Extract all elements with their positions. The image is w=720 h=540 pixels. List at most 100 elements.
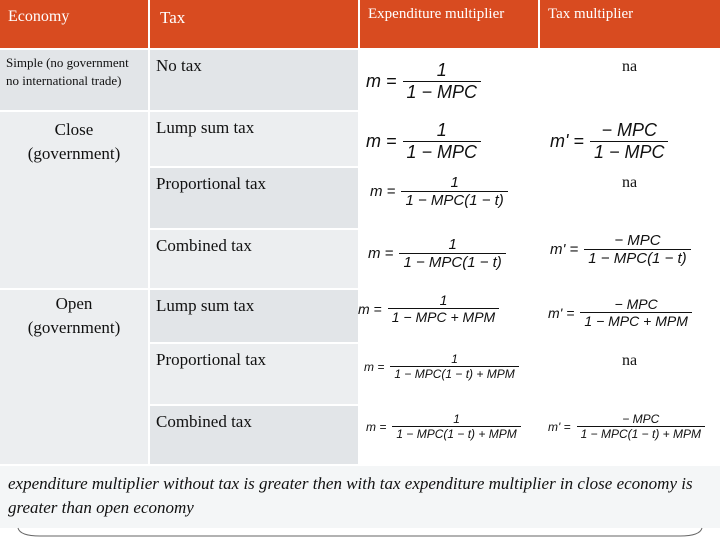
exp-close-lump-num: 1 — [436, 120, 447, 140]
exp-open-prop-num: 1 — [451, 352, 458, 366]
tm-close-lump-lhs: m' = — [550, 131, 584, 151]
exp-bg-1 — [360, 50, 538, 110]
exp-formula-open-prop: m = 1 1 − MPC(1 − t) + MPM — [364, 352, 519, 381]
exp-bg-3 — [360, 168, 538, 228]
exp-open-prop-lhs: m = — [364, 359, 385, 374]
exp-open-lump-lhs: m = — [358, 300, 382, 317]
exp-close-comb-den: 1 − MPC(1 − t) — [399, 253, 506, 271]
tm-close-lump-fraction: − MPC 1 − MPC — [589, 120, 669, 163]
economy-open-cell: Open (government) — [0, 290, 148, 464]
exp-bg-2 — [360, 112, 538, 166]
exp-bg-7 — [360, 406, 538, 464]
tm-simple-na-text: na — [622, 58, 638, 75]
tax-open-prop-label: Proportional tax — [156, 350, 267, 369]
header-expenditure-label: Expenditure multiplier — [368, 6, 505, 22]
economy-close-cell: Close (government) — [0, 112, 148, 288]
economy-simple-cell: Simple (no government no international t… — [0, 50, 148, 110]
economy-simple-label: Simple (no government no international t… — [6, 55, 129, 88]
tax-no-tax-label: No tax — [156, 56, 202, 75]
exp-open-lump-den: 1 − MPC + MPM — [387, 308, 500, 325]
footnote: expenditure multiplier without tax is gr… — [0, 466, 720, 528]
header-expenditure-multiplier: Expenditure multiplier — [360, 0, 538, 48]
tm-open-lump-lhs: m' = — [548, 304, 575, 321]
header-tax-label: Tax — [160, 8, 186, 27]
tm-open-comb-den: 1 − MPC(1 − t) + MPM — [576, 426, 706, 441]
tm-bg-7 — [540, 406, 720, 464]
exp-formula-open-comb: m = 1 1 − MPC(1 − t) + MPM — [366, 412, 521, 441]
exp-close-prop-fraction: 1 1 − MPC(1 − t) — [401, 174, 508, 209]
tm-open-prop-na-text: na — [622, 352, 638, 369]
tm-bg-3 — [540, 168, 720, 228]
exp-open-comb-fraction: 1 1 − MPC(1 − t) + MPM — [392, 412, 521, 441]
exp-close-prop-den: 1 − MPC(1 − t) — [401, 191, 508, 209]
exp-open-comb-num: 1 — [453, 412, 460, 426]
tm-bg-6 — [540, 344, 720, 404]
header-economy: Economy — [0, 0, 148, 48]
footnote-text: expenditure multiplier without tax is gr… — [8, 474, 693, 517]
tm-open-lump-num: − MPC — [614, 296, 658, 312]
tm-open-comb-fraction: − MPC 1 − MPC(1 − t) + MPM — [576, 412, 706, 441]
exp-close-prop-num: 1 — [450, 174, 459, 191]
tax-open-prop-cell: Proportional tax — [150, 344, 358, 404]
bottom-brace-decoration — [17, 527, 703, 537]
tm-open-lump-den: 1 − MPC + MPM — [580, 312, 692, 329]
exp-formula-close-lump: m = 1 1 − MPC — [366, 120, 482, 163]
tm-close-comb-den: 1 − MPC(1 − t) — [584, 249, 691, 267]
tax-open-comb-label: Combined tax — [156, 412, 252, 431]
exp-formula-close-prop: m = 1 1 − MPC(1 − t) — [370, 174, 508, 209]
tax-close-lump-label: Lump sum tax — [156, 118, 255, 137]
exp-simple-den: 1 − MPC — [402, 81, 482, 103]
header-economy-label: Economy — [8, 8, 70, 25]
tm-bg-5 — [540, 290, 720, 342]
exp-simple-num: 1 — [436, 60, 447, 80]
exp-formula-simple: m = 1 1 − MPC — [366, 60, 482, 103]
tm-open-lump-fraction: − MPC 1 − MPC + MPM — [580, 296, 692, 329]
exp-close-lump-den: 1 − MPC — [402, 141, 482, 163]
exp-bg-6 — [360, 344, 538, 404]
tm-close-comb-num: − MPC — [614, 232, 661, 249]
exp-simple-lhs: m = — [366, 71, 397, 91]
tax-close-prop-label: Proportional tax — [156, 174, 267, 193]
header-tax: Tax — [150, 0, 358, 48]
tax-open-comb-cell: Combined tax — [150, 406, 358, 464]
tax-open-lump-cell: Lump sum tax — [150, 290, 358, 342]
tm-formula-open-comb: m' = − MPC 1 − MPC(1 − t) + MPM — [548, 412, 706, 441]
tm-formula-open-lump: m' = − MPC 1 − MPC + MPM — [548, 296, 692, 329]
tm-close-lump-den: 1 − MPC — [589, 141, 669, 163]
tax-close-comb-cell: Combined tax — [150, 230, 358, 288]
tax-close-lump-cell: Lump sum tax — [150, 112, 358, 166]
tm-close-comb-lhs: m' = — [550, 241, 579, 258]
tm-formula-close-lump: m' = − MPC 1 − MPC — [550, 120, 669, 163]
exp-simple-fraction: 1 1 − MPC — [402, 60, 482, 103]
exp-formula-open-lump: m = 1 1 − MPC + MPM — [358, 292, 500, 325]
tax-close-comb-label: Combined tax — [156, 236, 252, 255]
tax-close-prop-cell: Proportional tax — [150, 168, 358, 228]
tm-bg-1 — [540, 50, 720, 110]
exp-open-comb-lhs: m = — [366, 419, 387, 434]
exp-bg-5 — [360, 290, 538, 342]
tm-open-prop-na: na — [622, 352, 637, 370]
tm-close-comb-fraction: − MPC 1 − MPC(1 − t) — [584, 232, 691, 267]
exp-close-lump-fraction: 1 1 − MPC — [402, 120, 482, 163]
exp-close-prop-lhs: m = — [370, 183, 396, 200]
exp-close-comb-num: 1 — [448, 236, 457, 253]
exp-close-comb-fraction: 1 1 − MPC(1 − t) — [399, 236, 506, 271]
header-tax-multiplier-label: Tax multiplier — [548, 6, 634, 22]
tm-open-comb-num: − MPC — [622, 412, 660, 426]
exp-open-lump-fraction: 1 1 − MPC + MPM — [387, 292, 500, 325]
tax-no-tax-cell: No tax — [150, 50, 358, 110]
tm-formula-close-comb: m' = − MPC 1 − MPC(1 − t) — [550, 232, 691, 267]
tax-open-lump-label: Lump sum tax — [156, 296, 255, 315]
exp-formula-close-comb: m = 1 1 − MPC(1 − t) — [368, 236, 506, 271]
tm-simple-na: na — [622, 58, 637, 76]
exp-close-comb-lhs: m = — [368, 245, 394, 262]
exp-open-comb-den: 1 − MPC(1 − t) + MPM — [392, 426, 521, 441]
economy-open-label: Open (government) — [27, 294, 121, 337]
exp-bg-4 — [360, 230, 538, 288]
tm-bg-2 — [540, 112, 720, 166]
exp-open-lump-num: 1 — [439, 292, 448, 308]
header-tax-multiplier: Tax multiplier — [540, 0, 720, 48]
tm-close-prop-na: na — [622, 174, 637, 192]
exp-open-prop-fraction: 1 1 − MPC(1 − t) + MPM — [390, 352, 519, 381]
tm-close-lump-num: − MPC — [601, 120, 657, 140]
